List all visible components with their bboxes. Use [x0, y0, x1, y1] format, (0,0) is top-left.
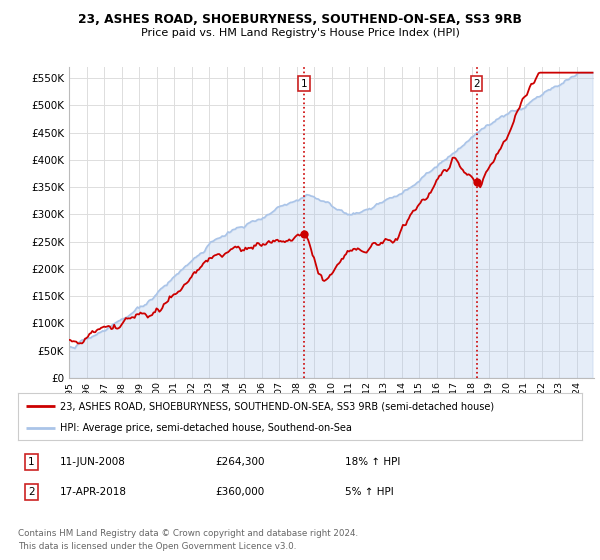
Text: 18% ↑ HPI: 18% ↑ HPI [345, 457, 400, 467]
Text: 2: 2 [28, 487, 35, 497]
Text: Price paid vs. HM Land Registry's House Price Index (HPI): Price paid vs. HM Land Registry's House … [140, 28, 460, 38]
Text: Contains HM Land Registry data © Crown copyright and database right 2024.: Contains HM Land Registry data © Crown c… [18, 529, 358, 538]
Text: HPI: Average price, semi-detached house, Southend-on-Sea: HPI: Average price, semi-detached house,… [60, 423, 352, 433]
Text: 5% ↑ HPI: 5% ↑ HPI [345, 487, 394, 497]
Text: 1: 1 [301, 78, 308, 88]
Text: This data is licensed under the Open Government Licence v3.0.: This data is licensed under the Open Gov… [18, 542, 296, 550]
Text: 2: 2 [473, 78, 480, 88]
Text: £264,300: £264,300 [215, 457, 265, 467]
Text: 17-APR-2018: 17-APR-2018 [60, 487, 127, 497]
Text: 1: 1 [28, 457, 35, 467]
Text: 11-JUN-2008: 11-JUN-2008 [60, 457, 126, 467]
Text: 23, ASHES ROAD, SHOEBURYNESS, SOUTHEND-ON-SEA, SS3 9RB: 23, ASHES ROAD, SHOEBURYNESS, SOUTHEND-O… [78, 13, 522, 26]
Text: £360,000: £360,000 [215, 487, 265, 497]
Text: 23, ASHES ROAD, SHOEBURYNESS, SOUTHEND-ON-SEA, SS3 9RB (semi-detached house): 23, ASHES ROAD, SHOEBURYNESS, SOUTHEND-O… [60, 401, 494, 411]
